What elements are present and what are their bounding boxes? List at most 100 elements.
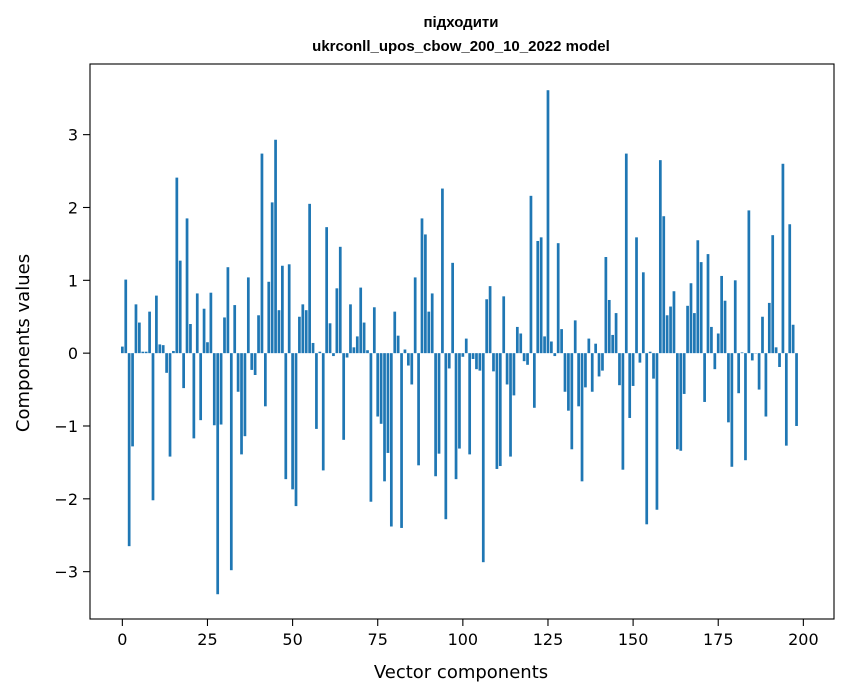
bar bbox=[195, 293, 199, 354]
bar bbox=[645, 353, 649, 525]
bar bbox=[192, 353, 196, 439]
bar bbox=[342, 353, 346, 440]
bar bbox=[475, 353, 478, 370]
bar bbox=[505, 353, 509, 385]
bar bbox=[747, 210, 751, 354]
bar bbox=[454, 353, 458, 480]
bar bbox=[611, 334, 615, 354]
bar bbox=[624, 153, 628, 354]
bar bbox=[240, 353, 243, 455]
bar bbox=[260, 153, 264, 354]
bar bbox=[635, 237, 638, 354]
bar bbox=[723, 300, 727, 354]
bar bbox=[141, 351, 145, 354]
bar bbox=[597, 353, 601, 377]
bar bbox=[229, 353, 233, 571]
bar bbox=[788, 224, 792, 354]
bar bbox=[338, 246, 342, 354]
bar bbox=[189, 324, 192, 354]
bar bbox=[253, 353, 257, 375]
bar bbox=[264, 353, 267, 407]
bar bbox=[720, 275, 723, 354]
bar bbox=[550, 341, 553, 354]
bar bbox=[740, 352, 744, 354]
bar bbox=[413, 277, 417, 354]
bar bbox=[614, 313, 618, 354]
bar bbox=[277, 310, 281, 354]
chart-subtitle: ukrconll_upos_cbow_200_10_2022 model bbox=[312, 38, 610, 55]
bar bbox=[795, 353, 798, 426]
bar bbox=[355, 336, 359, 354]
bar bbox=[124, 279, 128, 354]
bar bbox=[539, 237, 543, 354]
x-tick-label: 75 bbox=[368, 630, 388, 649]
bar bbox=[716, 333, 720, 354]
bar bbox=[304, 310, 308, 354]
bar bbox=[532, 353, 536, 408]
bar bbox=[764, 353, 768, 417]
bar bbox=[662, 216, 666, 354]
plot-frame bbox=[89, 63, 835, 620]
bar bbox=[669, 306, 672, 354]
bar bbox=[488, 286, 492, 354]
bar bbox=[165, 353, 168, 373]
bar bbox=[144, 351, 148, 354]
bar bbox=[526, 353, 529, 365]
bar bbox=[696, 240, 700, 354]
bar bbox=[294, 353, 298, 507]
bar bbox=[216, 353, 220, 595]
bar bbox=[553, 353, 557, 357]
bar bbox=[471, 353, 475, 359]
bar bbox=[131, 353, 134, 447]
y-tick-label: 2 bbox=[68, 198, 78, 217]
bar bbox=[182, 353, 185, 389]
bar bbox=[761, 316, 764, 354]
bar bbox=[444, 353, 448, 520]
bar bbox=[604, 257, 608, 354]
bar bbox=[607, 299, 611, 354]
bar bbox=[464, 338, 468, 354]
bar bbox=[543, 336, 546, 354]
bar bbox=[359, 287, 363, 354]
bar bbox=[161, 345, 165, 354]
bar bbox=[291, 353, 294, 490]
bar bbox=[158, 344, 162, 354]
bar bbox=[281, 265, 284, 354]
bar bbox=[641, 272, 645, 354]
bar bbox=[502, 296, 506, 354]
bar bbox=[628, 353, 632, 418]
bar bbox=[332, 353, 335, 357]
bar bbox=[410, 353, 414, 385]
bar bbox=[243, 353, 247, 437]
bar bbox=[468, 353, 472, 455]
bar bbox=[155, 295, 158, 354]
bar bbox=[301, 304, 305, 354]
bar bbox=[389, 353, 393, 527]
bar-series bbox=[120, 90, 798, 595]
bar bbox=[774, 347, 778, 354]
bar bbox=[434, 353, 437, 477]
bar bbox=[175, 177, 179, 354]
x-tick-label: 100 bbox=[448, 630, 479, 649]
bar bbox=[727, 353, 730, 423]
bar bbox=[427, 311, 431, 354]
bar bbox=[676, 353, 679, 450]
bar bbox=[580, 353, 584, 482]
bar bbox=[567, 353, 570, 411]
bar bbox=[492, 353, 495, 372]
bar bbox=[212, 353, 216, 426]
bar bbox=[665, 315, 669, 354]
bar bbox=[563, 353, 567, 392]
bar bbox=[713, 353, 717, 370]
x-axis: 0 25 50 75 100 125 150 175 200 bbox=[117, 619, 819, 649]
bar bbox=[584, 353, 587, 388]
bar bbox=[703, 353, 706, 402]
bar bbox=[223, 317, 226, 354]
bar bbox=[601, 353, 604, 371]
bar bbox=[362, 322, 366, 354]
bar bbox=[274, 139, 277, 354]
bar bbox=[270, 202, 274, 354]
bar bbox=[383, 353, 386, 482]
